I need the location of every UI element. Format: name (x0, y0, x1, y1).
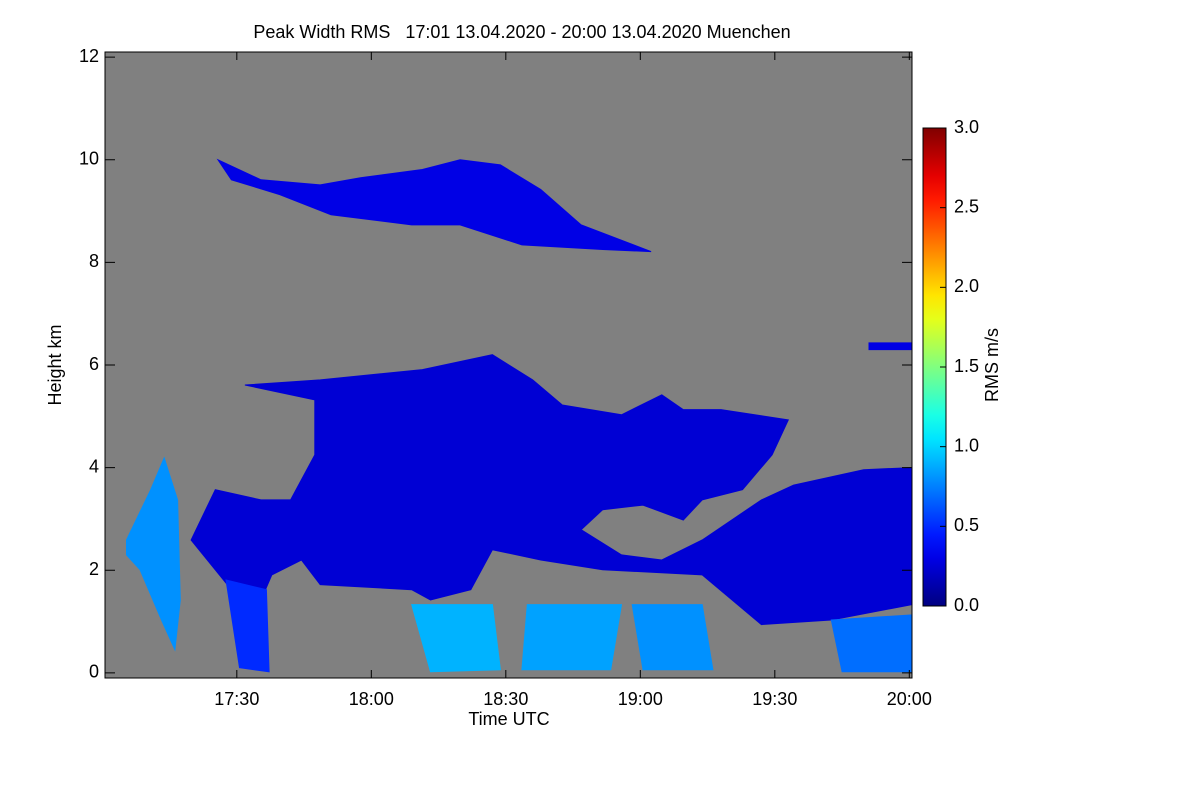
x-axis-label: Time UTC (468, 709, 549, 729)
data-region (225, 579, 270, 673)
y-tick-label: 2 (89, 559, 99, 579)
data-region (216, 158, 652, 253)
data-region (521, 604, 623, 671)
y-tick-label: 8 (89, 251, 99, 271)
x-tick-label: 17:30 (214, 689, 259, 709)
y-axis-label: Height km (45, 324, 65, 405)
data-region (830, 614, 913, 673)
y-tick-label: 6 (89, 354, 99, 374)
colorbar-tick-label: 1.0 (954, 435, 979, 455)
chart-title: Peak Width RMS 17:01 13.04.2020 - 20:00 … (253, 22, 790, 42)
x-tick-label: 20:00 (887, 689, 932, 709)
colorbar-tick-label: 1.5 (954, 356, 979, 376)
colorbar-tick-label: 2.0 (954, 276, 979, 296)
y-tick-label: 4 (89, 456, 99, 476)
x-tick-label: 19:00 (618, 689, 663, 709)
data-region (126, 456, 181, 652)
colorbar-tick-label: 3.0 (954, 117, 979, 137)
colorbar-tick-label: 0.0 (954, 595, 979, 615)
data-region (631, 604, 714, 671)
colorbar-label: RMS m/s (982, 328, 1002, 402)
data-region (411, 604, 501, 673)
y-tick-label: 10 (79, 149, 99, 169)
colorbar-tick-label: 2.5 (954, 196, 979, 216)
x-tick-label: 19:30 (752, 689, 797, 709)
x-tick-label: 18:00 (349, 689, 394, 709)
x-tick-label: 18:30 (483, 689, 528, 709)
colorbar-tick-label: 0.5 (954, 515, 979, 535)
data-region (868, 342, 913, 351)
y-tick-label: 12 (79, 46, 99, 66)
y-tick-label: 0 (89, 662, 99, 682)
